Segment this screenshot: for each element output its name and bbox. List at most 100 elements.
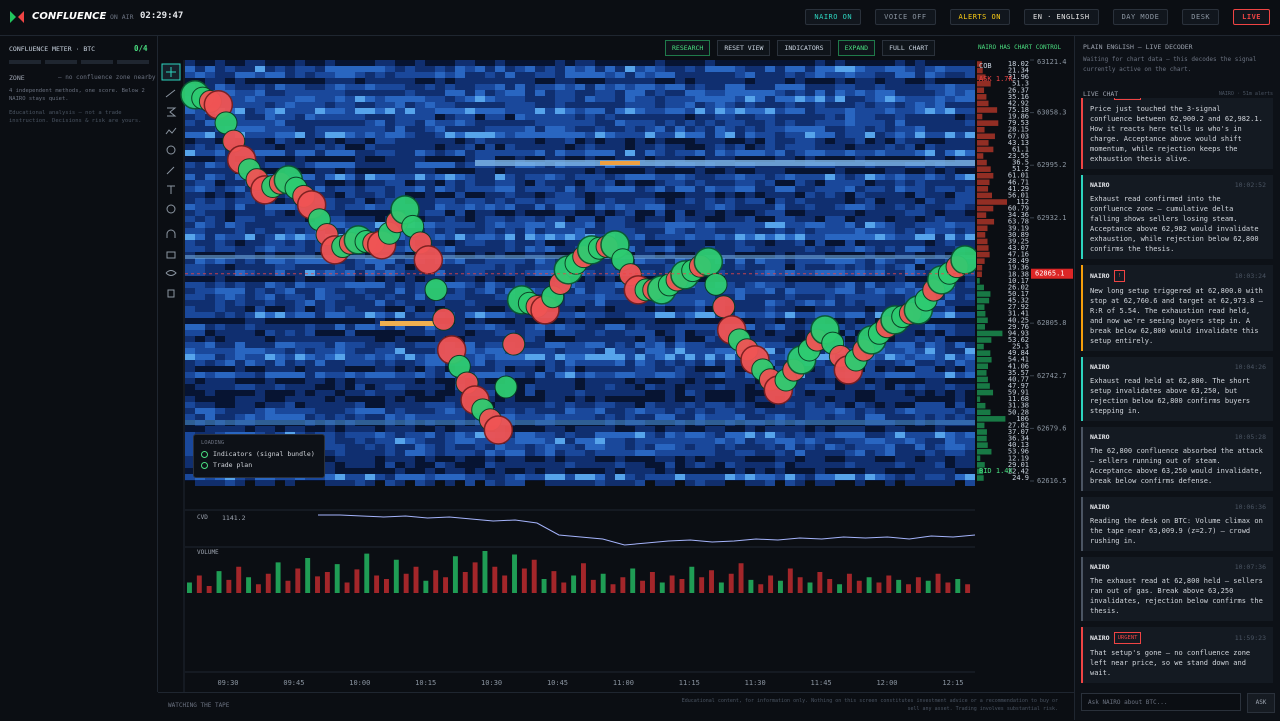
heat-cell [225, 72, 235, 78]
heat-cell [505, 120, 515, 126]
heat-cell [705, 234, 715, 240]
heat-cell [325, 204, 335, 210]
heat-cell [965, 186, 975, 192]
heat-cell [595, 414, 605, 420]
heat-cell [395, 384, 405, 390]
heat-cell [545, 138, 555, 144]
heat-cell [645, 168, 655, 174]
heat-cell [745, 72, 755, 78]
heat-cell [695, 324, 705, 330]
heat-cell [625, 198, 635, 204]
heat-cell [435, 66, 445, 72]
heat-cell [775, 120, 785, 126]
heat-cell [665, 414, 675, 420]
heat-cell [395, 294, 405, 300]
heat-cell [365, 276, 375, 282]
heat-cell [695, 78, 705, 84]
heat-cell [895, 192, 905, 198]
heat-cell [885, 78, 895, 84]
heat-cell [945, 198, 955, 204]
heat-cell [895, 204, 905, 210]
heat-cell [415, 432, 425, 438]
heat-cell [935, 132, 945, 138]
heat-cell [585, 150, 595, 156]
heat-cell [965, 198, 975, 204]
heat-cell [405, 144, 415, 150]
heat-cell [385, 174, 395, 180]
heat-cell [385, 78, 395, 84]
heat-cell [455, 276, 465, 282]
heat-cell [615, 192, 625, 198]
heat-cell [545, 468, 555, 474]
heat-cell [565, 132, 575, 138]
heat-cell [915, 186, 925, 192]
heat-cell [815, 228, 825, 234]
heat-cell [425, 216, 435, 222]
heat-cell [225, 198, 235, 204]
heat-cell [395, 120, 405, 126]
heat-cell [825, 108, 835, 114]
heat-cell [805, 174, 815, 180]
heat-cell [595, 378, 605, 384]
volume-bar [246, 577, 251, 593]
heat-cell [805, 432, 815, 438]
heat-cell [615, 444, 625, 450]
heat-cell [715, 228, 725, 234]
heat-cell [505, 462, 515, 468]
heat-cell [685, 462, 695, 468]
heat-cell [895, 198, 905, 204]
heat-cell [835, 264, 845, 270]
heat-cell [495, 462, 505, 468]
heat-cell [675, 108, 685, 114]
heat-cell [505, 192, 515, 198]
heat-cell [845, 288, 855, 294]
heat-cell [495, 78, 505, 84]
heat-cell [765, 450, 775, 456]
heat-cell [185, 312, 195, 318]
heat-cell [915, 360, 925, 366]
heat-cell [515, 186, 525, 192]
heat-cell [215, 426, 225, 432]
heat-cell [795, 228, 805, 234]
heat-cell [435, 384, 445, 390]
book-bar [977, 180, 990, 186]
heat-cell [735, 186, 745, 192]
heat-cell [675, 312, 685, 318]
heat-cell [795, 432, 805, 438]
heat-cell [505, 270, 515, 276]
heat-cell [845, 96, 855, 102]
heat-cell [465, 150, 475, 156]
book-bar [977, 120, 998, 126]
heat-cell [335, 222, 345, 228]
heat-cell [545, 342, 555, 348]
heat-cell [815, 264, 825, 270]
heat-cell [295, 360, 305, 366]
book-bar [977, 272, 982, 278]
heat-cell [285, 288, 295, 294]
heat-cell [485, 240, 495, 246]
heat-cell [195, 228, 205, 234]
heat-cell [855, 294, 865, 300]
heat-cell [815, 192, 825, 198]
heat-cell [525, 144, 535, 150]
heat-cell [745, 450, 755, 456]
heat-cell [595, 144, 605, 150]
volume-bar [561, 583, 566, 594]
heat-cell [605, 348, 615, 354]
heat-cell [955, 108, 965, 114]
heat-cell [875, 384, 885, 390]
heat-cell [385, 126, 395, 132]
heat-cell [335, 294, 345, 300]
heat-cell [665, 114, 675, 120]
heat-cell [805, 216, 815, 222]
book-bar [977, 134, 995, 140]
heat-cell [535, 282, 545, 288]
heat-cell [275, 126, 285, 132]
heat-cell [235, 426, 245, 432]
heat-cell [465, 60, 475, 66]
heat-cell [835, 192, 845, 198]
heat-cell [905, 432, 915, 438]
heat-cell [305, 354, 315, 360]
heat-cell [915, 366, 925, 372]
heat-cell [885, 354, 895, 360]
